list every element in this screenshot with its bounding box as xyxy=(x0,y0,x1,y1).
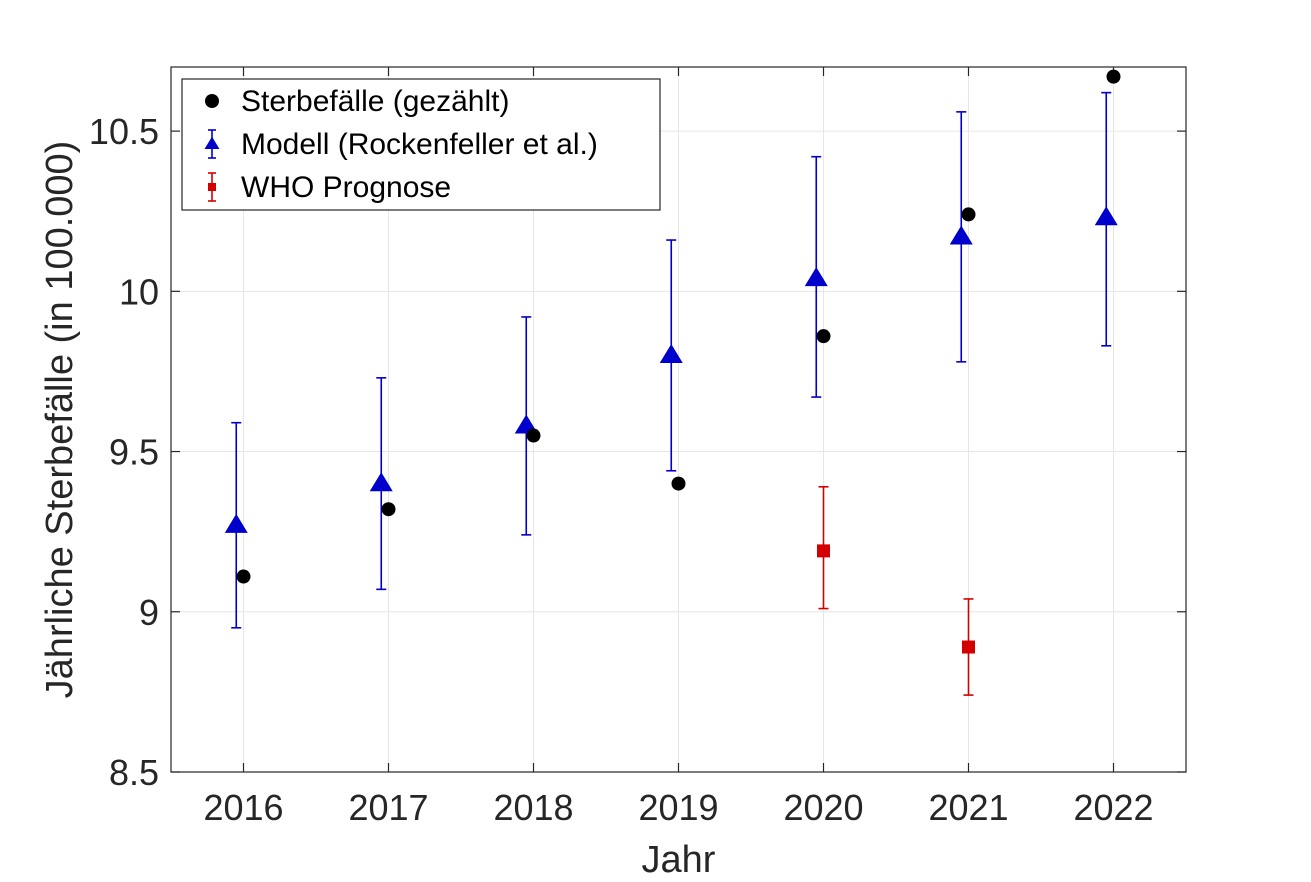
data-series xyxy=(224,69,1121,696)
legend-label: Sterbefälle (gezählt) xyxy=(241,85,509,118)
legend-entry: WHO Prognose xyxy=(208,171,451,204)
legend-box xyxy=(181,78,661,211)
y-tick-label: 9 xyxy=(139,592,159,633)
data-point-circle xyxy=(381,502,396,517)
data-point-triangle xyxy=(659,344,683,364)
series-circle xyxy=(236,69,1121,584)
data-point-circle xyxy=(526,428,541,443)
x-tick-label: 2022 xyxy=(1073,787,1153,828)
series-triangle xyxy=(224,91,1118,629)
legend: Sterbefälle (gezählt) Modell (Rockenfelle… xyxy=(181,78,661,211)
x-tick-label: 2019 xyxy=(638,787,718,828)
data-point-square xyxy=(817,544,830,558)
data-point-triangle xyxy=(804,267,828,287)
x-tick-label: 2017 xyxy=(348,787,428,828)
legend-label: Modell (Rockenfeller et al.) xyxy=(241,128,598,161)
data-point-square xyxy=(962,640,975,654)
axis-ticks: 2016 2017 2018 2019 2020 2021 2022 8.5 9 9.5 10 10.… xyxy=(89,67,1186,828)
y-tick-label: 8.5 xyxy=(109,752,159,793)
data-point-triangle xyxy=(224,513,248,533)
data-point-circle xyxy=(671,476,686,491)
data-point-triangle xyxy=(949,225,973,245)
legend-label: WHO Prognose xyxy=(241,171,451,204)
legend-entry: Sterbefälle (gezählt) xyxy=(205,85,509,118)
data-point-triangle xyxy=(1094,206,1118,226)
legend-marker-circle xyxy=(205,94,219,108)
legend-marker-triangle xyxy=(204,136,220,149)
x-tick-label: 2016 xyxy=(203,787,283,828)
x-tick-label: 2021 xyxy=(928,787,1008,828)
x-tick-label: 2020 xyxy=(783,787,863,828)
series-square xyxy=(817,485,975,696)
y-tick-label: 10.5 xyxy=(89,111,159,152)
data-point-triangle xyxy=(369,472,393,492)
data-point-circle xyxy=(816,329,831,344)
y-axis-label: Jährliche Sterbefälle (in 100.000) xyxy=(39,141,81,699)
y-tick-label: 10 xyxy=(119,271,159,312)
x-axis-label: Jahr xyxy=(642,839,716,881)
data-point-circle xyxy=(1106,69,1121,84)
x-tick-label: 2018 xyxy=(493,787,573,828)
legend-entry: Modell (Rockenfeller et al.) xyxy=(204,128,598,161)
data-point-circle xyxy=(236,569,251,584)
y-tick-label: 9.5 xyxy=(109,432,159,473)
legend-marker-square xyxy=(208,183,216,191)
data-point-circle xyxy=(961,207,976,222)
